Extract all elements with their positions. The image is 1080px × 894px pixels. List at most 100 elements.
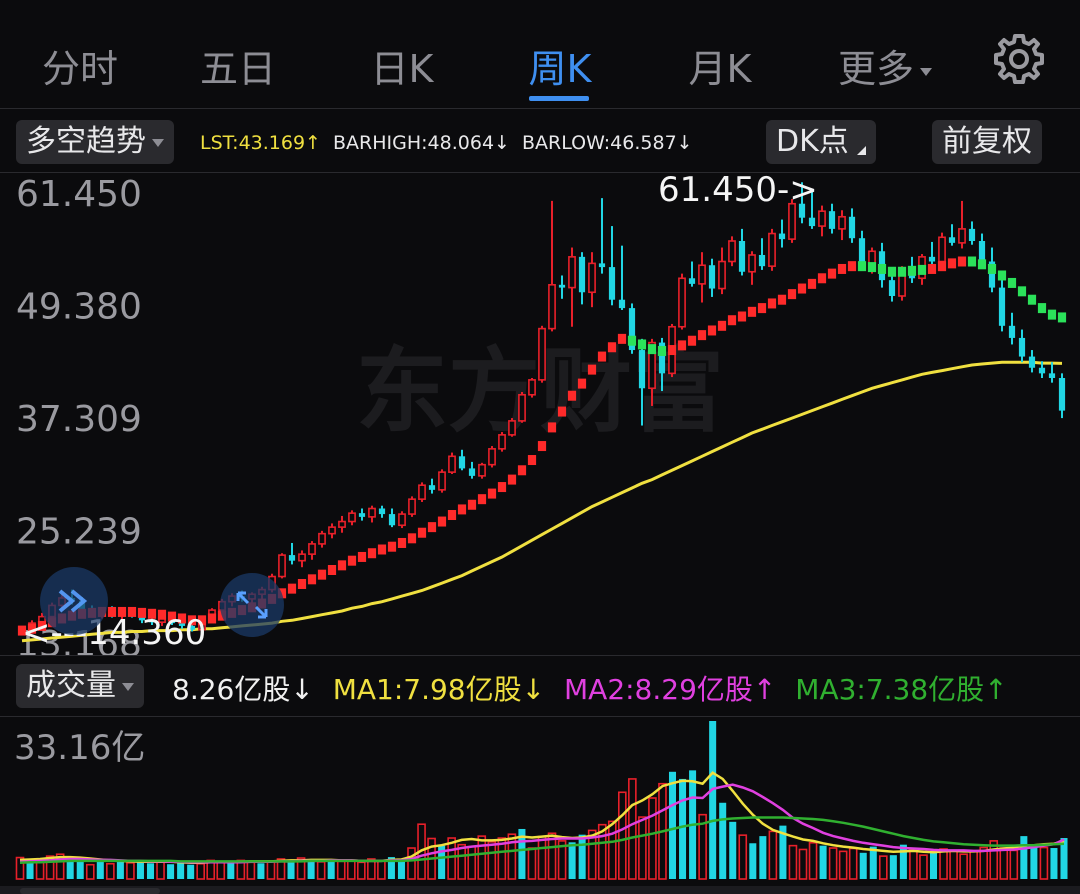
ma1-value: MA1:7.98亿股↓ bbox=[332, 673, 546, 706]
indicator-select[interactable]: 多空趋势 bbox=[16, 120, 174, 164]
dk-marker bbox=[457, 504, 467, 515]
dk-marker bbox=[557, 406, 567, 417]
dk-marker bbox=[517, 465, 527, 476]
volume-bar bbox=[989, 840, 999, 880]
dk-marker bbox=[757, 303, 767, 314]
volume-bar bbox=[246, 861, 256, 880]
volume-bar bbox=[878, 855, 888, 880]
candle bbox=[348, 510, 356, 526]
volume-chart-panel[interactable]: 33.16亿 bbox=[0, 716, 1080, 887]
high-price-label: 61.450-> bbox=[658, 173, 818, 210]
volume-bar bbox=[146, 863, 155, 879]
dk-marker bbox=[467, 499, 477, 510]
candle bbox=[808, 189, 816, 229]
candle bbox=[628, 303, 636, 354]
lst-value: LST:43.169↑ bbox=[200, 132, 321, 154]
volume-bar bbox=[397, 859, 405, 879]
volume-bar bbox=[537, 835, 547, 880]
gear-icon[interactable] bbox=[990, 30, 1048, 88]
candle bbox=[838, 210, 846, 241]
volume-bar bbox=[679, 778, 687, 879]
candle bbox=[998, 277, 1006, 332]
dk-marker bbox=[647, 344, 657, 355]
volume-bar bbox=[167, 864, 175, 879]
forward-adjust-button[interactable]: 前复权 bbox=[932, 120, 1042, 164]
volume-chart[interactable]: 33.16亿 bbox=[0, 717, 1080, 887]
volume-bar bbox=[216, 861, 226, 880]
candle bbox=[548, 200, 556, 332]
candle bbox=[288, 542, 296, 565]
dk-marker bbox=[877, 263, 887, 274]
volume-bar bbox=[196, 862, 206, 880]
candle bbox=[528, 378, 536, 398]
active-tab-indicator bbox=[529, 96, 589, 101]
candle bbox=[328, 523, 336, 539]
candle bbox=[588, 252, 596, 308]
tab-intraday[interactable]: 分时 bbox=[41, 47, 118, 91]
volume-bar bbox=[848, 847, 858, 880]
dk-marker bbox=[27, 623, 37, 634]
volume-indicator-select[interactable]: 成交量 bbox=[16, 664, 144, 708]
candle bbox=[738, 228, 746, 276]
volume-bar bbox=[709, 721, 717, 879]
volume-bar bbox=[979, 846, 989, 880]
volume-bar bbox=[1009, 849, 1019, 880]
volume-bar bbox=[116, 860, 124, 879]
dk-marker bbox=[17, 625, 27, 636]
volume-bar bbox=[487, 841, 497, 880]
volume-bar bbox=[929, 852, 938, 879]
collapse-arrows-icon[interactable] bbox=[220, 573, 284, 637]
dk-marker bbox=[177, 613, 187, 624]
dk-marker bbox=[937, 261, 947, 272]
tab-weekly-k[interactable]: 周K bbox=[528, 47, 592, 91]
volume-bar bbox=[387, 857, 395, 879]
chevron-down-icon bbox=[152, 138, 164, 147]
double-chevron-icon[interactable] bbox=[40, 567, 108, 635]
dk-marker bbox=[897, 266, 907, 277]
dk-marker bbox=[37, 620, 47, 631]
volume-bar bbox=[899, 844, 907, 879]
dk-marker bbox=[857, 261, 867, 272]
dk-marker bbox=[367, 548, 377, 559]
dk-marker bbox=[847, 261, 857, 272]
dk-marker bbox=[797, 283, 807, 294]
dk-point-button[interactable]: DK点 bbox=[766, 120, 876, 164]
candle bbox=[638, 338, 646, 426]
volume-bar bbox=[136, 860, 144, 879]
volume-bar bbox=[257, 863, 265, 879]
dk-marker bbox=[407, 533, 417, 544]
candle bbox=[408, 496, 416, 517]
dk-marker bbox=[1037, 303, 1047, 314]
candle bbox=[1018, 329, 1026, 363]
dk-marker bbox=[507, 474, 517, 485]
dk-marker bbox=[357, 551, 367, 562]
volume-bar bbox=[76, 861, 84, 879]
dk-marker bbox=[347, 555, 357, 566]
volume-bar bbox=[607, 820, 617, 880]
tab-more[interactable]: 更多 bbox=[820, 38, 950, 93]
tab-five-day[interactable]: 五日 bbox=[199, 47, 276, 91]
candle bbox=[758, 238, 766, 270]
candle bbox=[688, 261, 696, 287]
dk-marker bbox=[697, 330, 707, 341]
candle bbox=[338, 515, 346, 533]
dk-marker bbox=[687, 335, 697, 346]
dk-marker bbox=[167, 611, 177, 622]
candle bbox=[948, 224, 956, 246]
tab-monthly-k[interactable]: 月K bbox=[688, 47, 752, 91]
candle bbox=[958, 200, 966, 249]
candle bbox=[518, 391, 526, 423]
volume-bar bbox=[547, 832, 557, 880]
dk-marker bbox=[1027, 294, 1037, 305]
volume-bar bbox=[447, 837, 456, 880]
price-chart-panel[interactable]: 东方财富 61.450 49.380 37.309 25.239 13.168 61.4… bbox=[0, 170, 1080, 665]
dk-marker bbox=[827, 268, 837, 279]
candle bbox=[368, 505, 376, 523]
tab-daily-k[interactable]: 日K bbox=[370, 47, 434, 91]
candle bbox=[1058, 373, 1066, 419]
indicator-values: LST:43.169↑ BARHIGH:48.064↓ BARLOW:46.58… bbox=[200, 132, 693, 154]
candle bbox=[378, 505, 386, 518]
dk-marker bbox=[587, 364, 597, 375]
dk-marker bbox=[487, 488, 497, 499]
